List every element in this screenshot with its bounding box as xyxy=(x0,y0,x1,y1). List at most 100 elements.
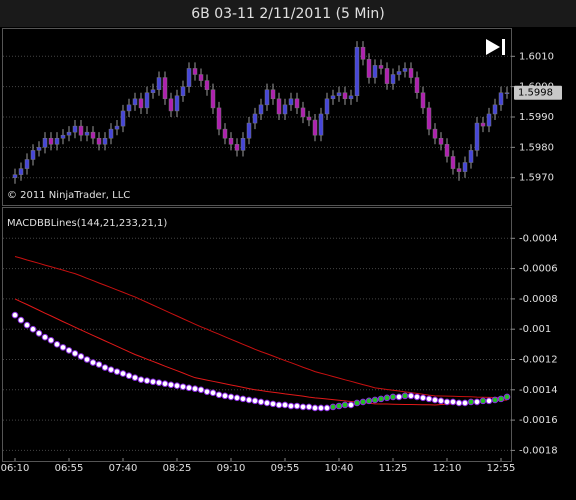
macd-dot xyxy=(491,396,499,404)
macd-dot xyxy=(35,329,43,337)
candle-body xyxy=(264,89,270,106)
y-tick-label: -0.0012 xyxy=(519,354,558,365)
macd-dot xyxy=(401,392,409,400)
macd-dot xyxy=(185,384,193,392)
macd-dot xyxy=(143,377,151,385)
candle-body xyxy=(288,98,294,106)
macd-dot xyxy=(89,359,97,366)
x-tick-label: 06:55 xyxy=(55,463,84,474)
candle-body xyxy=(222,128,228,139)
macd-dot xyxy=(437,397,445,405)
candle-body xyxy=(438,137,444,145)
macd-dot xyxy=(467,398,475,406)
candle-body xyxy=(444,144,450,157)
macd-dot xyxy=(215,391,223,399)
x-tick-label: 10:40 xyxy=(325,463,354,474)
candle-body xyxy=(192,68,198,75)
title-bar xyxy=(0,0,576,27)
play-triangle[interactable] xyxy=(486,39,500,55)
candle-body xyxy=(216,107,222,130)
candle-body xyxy=(282,104,288,115)
macd-dot xyxy=(413,393,421,401)
macd-dot xyxy=(209,389,217,397)
play-bar[interactable] xyxy=(502,39,505,55)
macd-dot xyxy=(395,393,403,401)
candle-body xyxy=(342,92,348,100)
candle-body xyxy=(42,137,48,148)
macd-dot xyxy=(257,398,265,406)
x-tick-label: 08:25 xyxy=(163,463,192,474)
macd-dot xyxy=(359,398,367,406)
macd-dot xyxy=(113,368,121,375)
macd-dot xyxy=(347,401,355,409)
candle-body xyxy=(132,98,138,106)
candle-body xyxy=(468,150,474,163)
macd-dot xyxy=(371,396,379,404)
macd-dot xyxy=(479,397,487,405)
macd-dot xyxy=(473,398,481,406)
candle-body xyxy=(240,137,246,151)
y-tick-label: 1.6010 xyxy=(519,51,554,62)
chart-title: 6B 03-11 2/11/2011 (5 Min) xyxy=(191,6,384,22)
y-tick-label: -0.0018 xyxy=(519,445,558,456)
macd-dot xyxy=(65,347,73,354)
macd-dot xyxy=(23,321,31,329)
macd-dot xyxy=(269,400,277,408)
candle-body xyxy=(252,113,258,124)
macd-dot xyxy=(419,394,427,402)
macd-dot xyxy=(71,350,79,357)
candle-body xyxy=(138,98,144,109)
play-icon[interactable] xyxy=(486,39,505,55)
candle-body xyxy=(96,137,102,145)
macd-dot xyxy=(365,397,373,405)
x-tick-label: 12:55 xyxy=(487,463,516,474)
candle-body xyxy=(186,68,192,87)
candle-body xyxy=(18,168,24,175)
candle-body xyxy=(390,74,396,84)
macd-dot xyxy=(191,385,199,393)
macd-dot xyxy=(233,394,241,402)
candle-body xyxy=(198,74,204,81)
macd-dot xyxy=(425,395,433,403)
band-line xyxy=(14,255,508,399)
candle-body xyxy=(60,134,66,139)
macd-dot xyxy=(179,383,187,391)
candle-body xyxy=(270,89,276,100)
y-tick-label: -0.0008 xyxy=(519,294,558,305)
macd-dot xyxy=(227,393,235,401)
y-tick-label: 1.5970 xyxy=(519,173,554,184)
candle-body xyxy=(396,71,402,75)
y-tick-label: -0.0014 xyxy=(519,385,558,396)
candle-body xyxy=(420,92,426,109)
candle-body xyxy=(24,159,30,169)
indicator-panel xyxy=(2,207,512,462)
candle-body xyxy=(54,137,60,145)
candle-body xyxy=(372,65,378,78)
y-tick-label: -0.0016 xyxy=(519,415,558,426)
candle-body xyxy=(300,107,306,118)
macd-dot xyxy=(47,336,55,344)
candle-body xyxy=(402,68,408,72)
macd-dot xyxy=(245,396,253,404)
macd-dot xyxy=(83,356,91,363)
macd-dot xyxy=(239,395,247,403)
macd-dot xyxy=(353,399,361,407)
macd-dot xyxy=(155,379,163,386)
macd-dot xyxy=(341,401,349,409)
macd-dot xyxy=(317,404,325,412)
macd-dot xyxy=(125,372,133,380)
macd-dot xyxy=(305,403,313,411)
y-tick-label: 1.5980 xyxy=(519,142,554,153)
candle-body xyxy=(312,119,318,136)
candle-body xyxy=(504,92,510,94)
candle-body xyxy=(354,46,360,97)
indicator-label: MACDBBLines(144,21,233,21,1) xyxy=(7,218,167,229)
candle-body xyxy=(126,104,132,112)
candle-body xyxy=(408,68,414,78)
macd-dot xyxy=(293,402,301,410)
candle-body xyxy=(498,92,504,106)
candle-body xyxy=(450,156,456,169)
y-tick-label: -0.001 xyxy=(519,324,551,335)
